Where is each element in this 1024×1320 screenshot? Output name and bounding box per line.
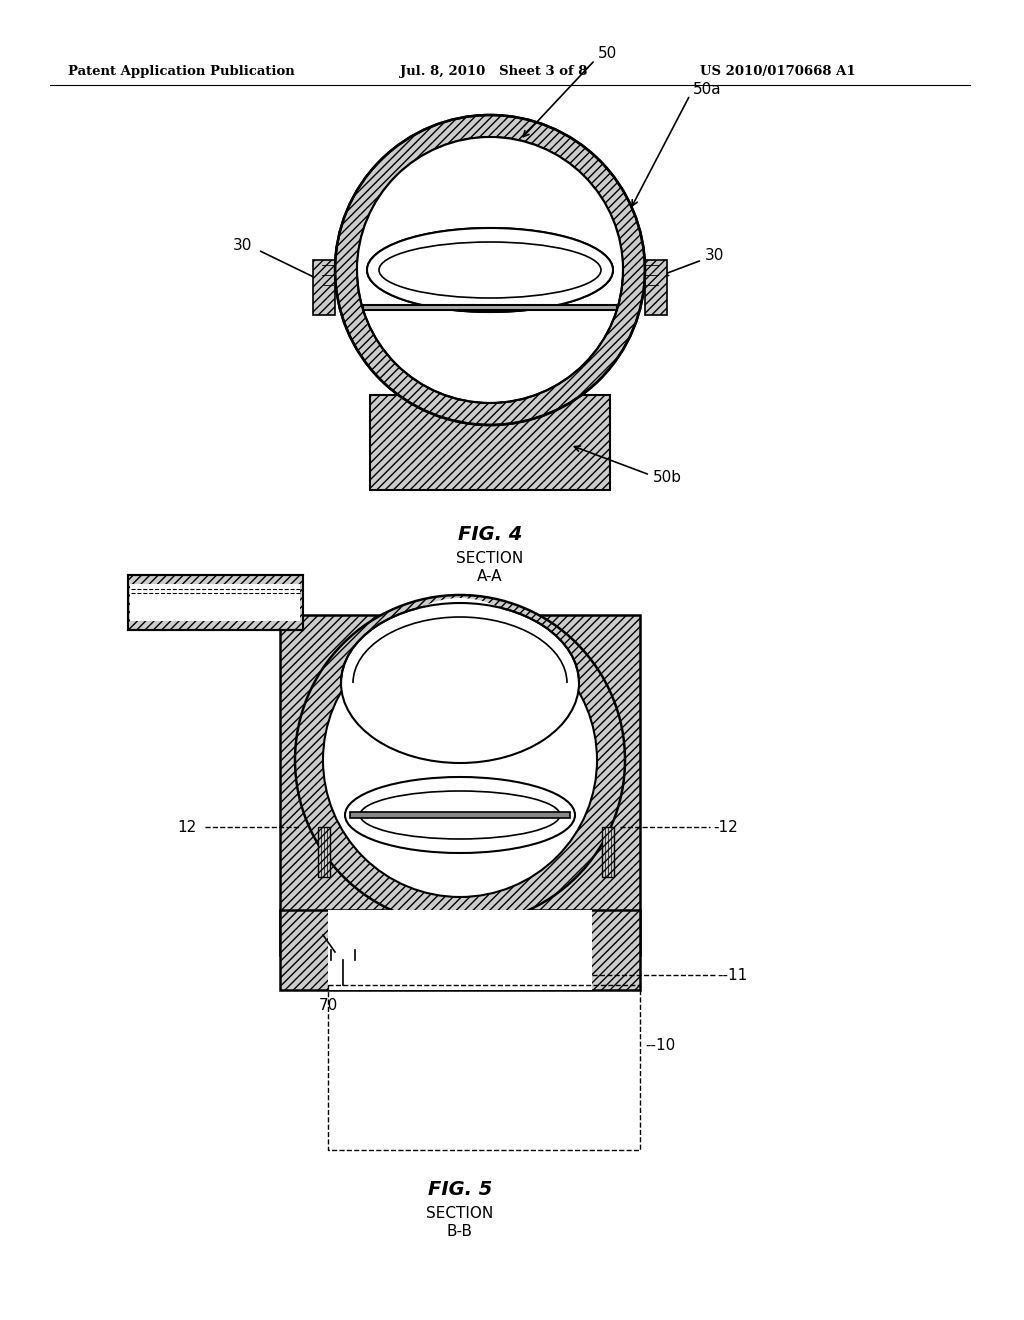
Bar [364, 305, 616, 310]
Bar [645, 260, 667, 315]
Bar [128, 576, 303, 630]
Text: Jul. 8, 2010   Sheet 3 of 8: Jul. 8, 2010 Sheet 3 of 8 [400, 66, 588, 78]
Ellipse shape [345, 777, 575, 853]
Ellipse shape [341, 603, 579, 763]
Circle shape [295, 595, 625, 925]
Text: Patent Application Publication: Patent Application Publication [68, 66, 295, 78]
Text: US 2010/0170668 A1: US 2010/0170668 A1 [700, 66, 856, 78]
Bar [313, 260, 335, 315]
Text: 50: 50 [598, 45, 617, 61]
Ellipse shape [367, 228, 613, 312]
Text: SECTION: SECTION [426, 1206, 494, 1221]
Text: A-A: A-A [477, 569, 503, 583]
Text: 70: 70 [318, 998, 338, 1012]
Bar [318, 828, 330, 876]
Text: SECTION: SECTION [457, 550, 523, 566]
Bar [350, 812, 570, 818]
Text: -12: -12 [713, 820, 737, 834]
Text: 30: 30 [705, 248, 724, 264]
Circle shape [335, 115, 645, 425]
Ellipse shape [379, 242, 601, 298]
Text: 30: 30 [233, 238, 252, 252]
Text: 50b: 50b [653, 470, 682, 486]
Text: FIG. 4: FIG. 4 [458, 525, 522, 544]
Wedge shape [357, 137, 623, 271]
Text: --10: --10 [645, 1038, 675, 1052]
Circle shape [323, 623, 597, 898]
Bar [130, 583, 300, 620]
Text: 12: 12 [178, 820, 197, 834]
Bar [328, 909, 592, 990]
Bar [280, 615, 640, 954]
Ellipse shape [360, 791, 560, 840]
Bar [602, 828, 614, 876]
Text: --11: --11 [717, 968, 748, 982]
Ellipse shape [379, 242, 601, 298]
Text: FIG. 5: FIG. 5 [428, 1180, 493, 1199]
Bar [370, 395, 610, 490]
Ellipse shape [367, 228, 613, 312]
Text: 50a: 50a [693, 82, 722, 98]
Text: B-B: B-B [447, 1224, 473, 1239]
Bar [364, 305, 616, 310]
Circle shape [357, 137, 623, 403]
Circle shape [323, 623, 597, 898]
Bar [280, 909, 640, 990]
Wedge shape [375, 598, 545, 682]
